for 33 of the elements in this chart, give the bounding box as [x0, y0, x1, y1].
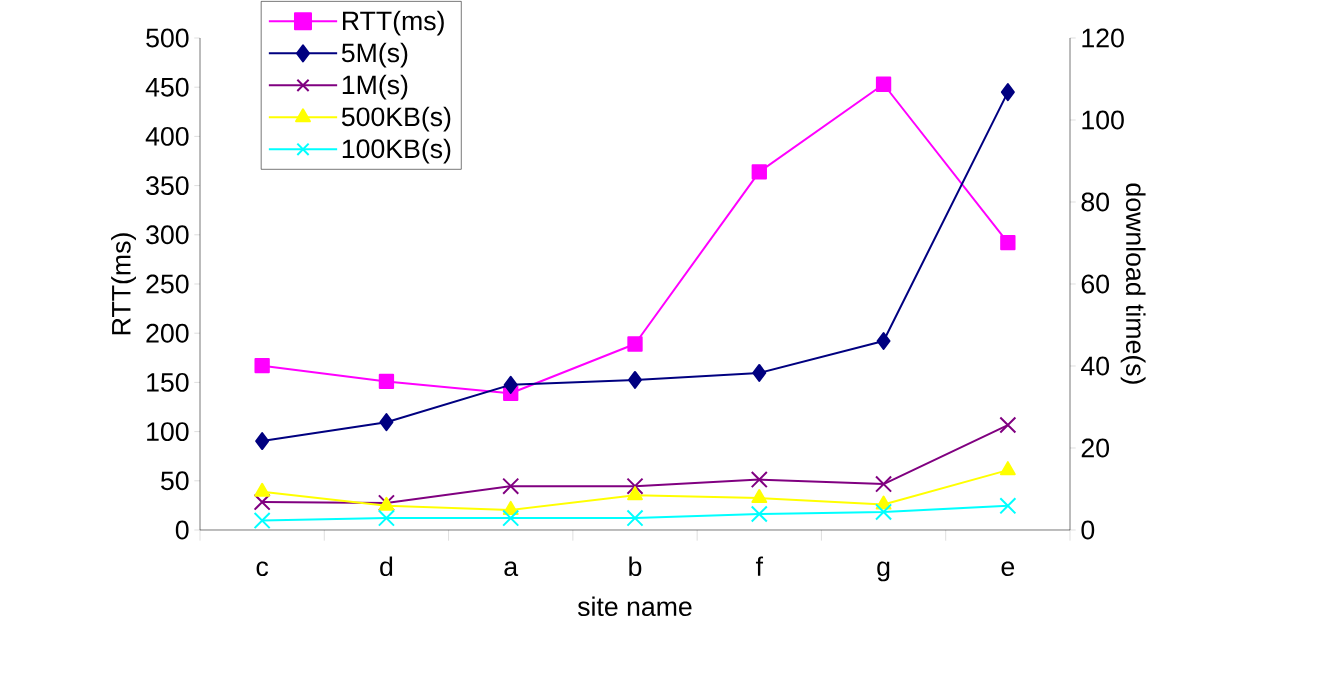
y-tick-label: 100 [147, 422, 189, 442]
y2-tick-label: 20 [1081, 438, 1110, 458]
x-tick-label: a [504, 561, 519, 577]
y-tick-label: 500 [146, 28, 189, 48]
x-tick-label: e [1001, 561, 1015, 577]
y2-tick-label: 40 [1081, 356, 1110, 376]
y-axis-title: RTT(ms) [111, 233, 136, 335]
x-axis-title: site name [577, 596, 692, 617]
y-tick-label: 250 [146, 274, 189, 294]
y-tick-label: 0 [175, 520, 189, 540]
x-tick-label: f [755, 556, 764, 576]
y2-tick-label: 120 [1082, 28, 1124, 48]
y2-tick-label: 0 [1081, 520, 1095, 540]
y-tick-label: 300 [146, 225, 189, 245]
y-tick-label: 50 [161, 471, 189, 491]
x-tick-label: g [877, 561, 890, 582]
y2-tick-label: 80 [1081, 192, 1110, 212]
legend-label: RTT(ms) [343, 10, 444, 36]
y2-tick-label: 100 [1082, 110, 1124, 130]
x-tick-label: c [256, 561, 269, 577]
legend-label: 1M(s) [342, 74, 408, 100]
y2-tick-label: 60 [1081, 274, 1110, 294]
y2-axis-title: download time(s) [1120, 183, 1146, 384]
y-tick-label: 450 [145, 77, 189, 97]
legend-label: 5M(s) [341, 42, 408, 68]
y-tick-label: 150 [147, 372, 189, 392]
legend-label: 500KB(s) [341, 106, 451, 132]
x-tick-label: d [380, 556, 393, 577]
legend-label: 100KB(s) [342, 138, 451, 164]
x-tick-label: b [629, 556, 642, 577]
y-tick-label: 350 [146, 176, 189, 196]
y-tick-label: 200 [146, 323, 189, 343]
y-tick-label: 400 [145, 126, 189, 146]
